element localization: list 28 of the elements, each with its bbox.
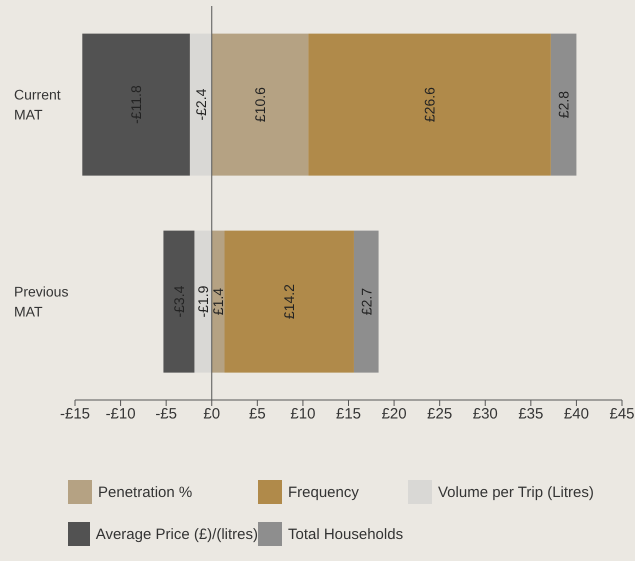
x-tick-label: £45 [609, 406, 635, 423]
data-label: £26.6 [422, 86, 438, 122]
x-tick-label: £20 [382, 406, 407, 423]
data-label: £10.6 [252, 86, 268, 122]
x-tick-label: £30 [472, 406, 498, 423]
x-tick-label: £5 [248, 406, 266, 423]
x-tick-label: £0 [203, 406, 220, 423]
x-tick-label: £10 [290, 406, 316, 423]
x-tick-label: £15 [336, 406, 362, 423]
x-tick-label: -£15 [60, 406, 90, 423]
data-label: £1.4 [210, 288, 226, 316]
legend-label: Frequency [288, 484, 359, 500]
data-label: -£2.4 [192, 88, 209, 121]
y-tick-label: Current MAT [14, 86, 61, 122]
x-tick-label: -£10 [106, 406, 136, 423]
x-tick-label: £35 [518, 406, 544, 423]
data-label: £2.7 [358, 288, 374, 316]
legend-label: Total Households [288, 526, 404, 542]
data-label: £14.2 [281, 284, 298, 320]
x-tick-label: £25 [427, 406, 452, 423]
y-tick-label: Previous MAT [14, 284, 68, 320]
legend-label: Average Price (£)/(litres) [96, 526, 258, 542]
legend-label: Penetration % [98, 484, 192, 500]
x-tick-label: £40 [564, 406, 589, 423]
legend-label: Volume per Trip (Litres) [438, 484, 594, 500]
x-tick-label: -£5 [155, 406, 178, 423]
data-label: -£1.9 [195, 285, 212, 318]
data-label: £2.8 [556, 90, 572, 118]
